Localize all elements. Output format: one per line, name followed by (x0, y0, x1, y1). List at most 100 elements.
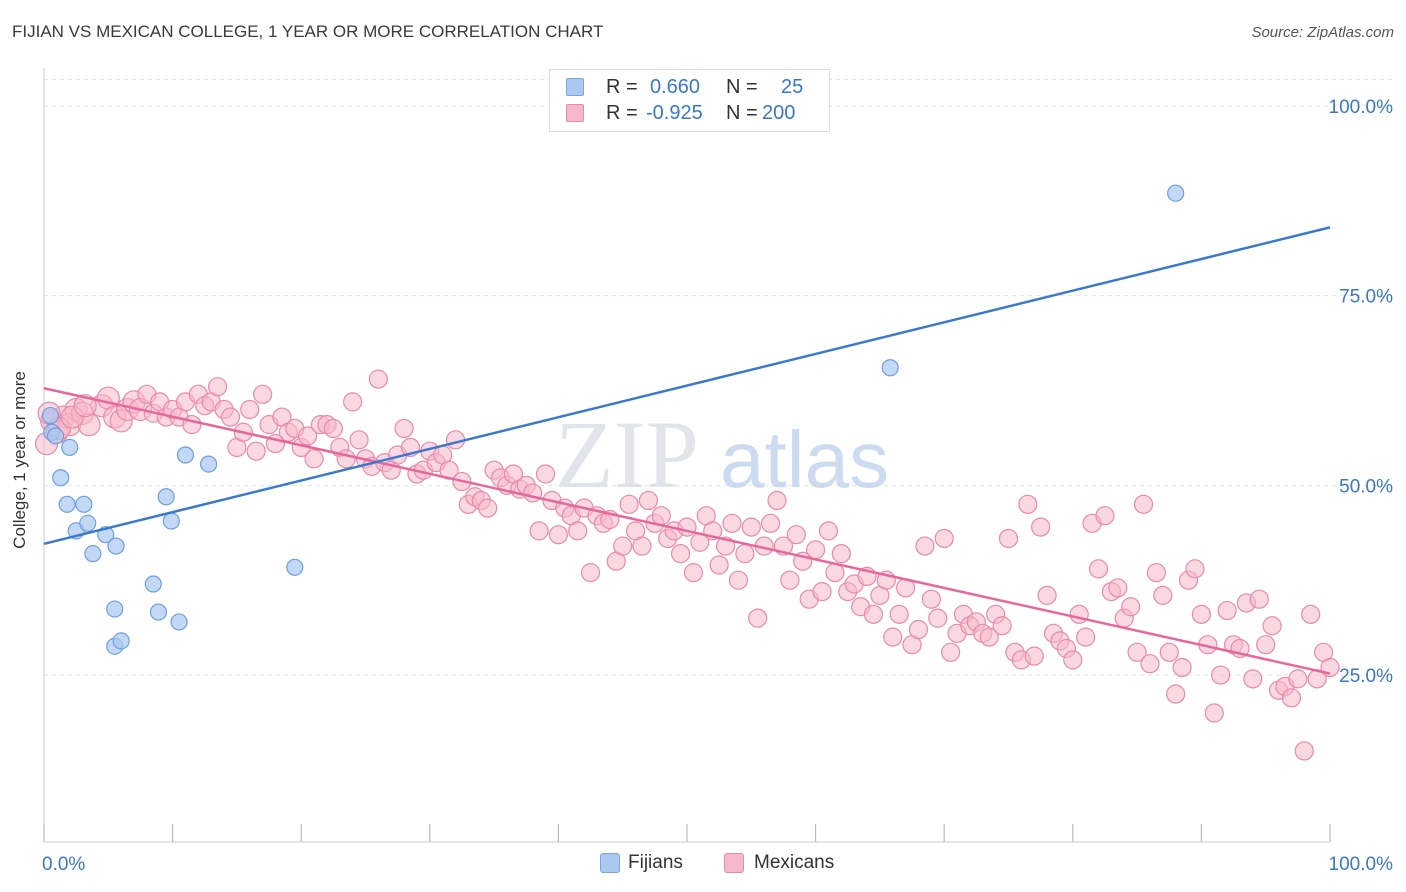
mexicans-point (1294, 741, 1314, 761)
mexicans-point (1088, 559, 1109, 579)
mexicans-point (805, 540, 826, 560)
mexicans-point (1076, 627, 1096, 647)
fijians-point (52, 469, 70, 487)
mexicans-point (934, 528, 954, 549)
fijians-swatch (600, 853, 620, 873)
mexicans-point (220, 407, 241, 427)
mexicans-point (1018, 494, 1038, 514)
mexicans-point (1301, 604, 1321, 624)
mexicans-point (1140, 654, 1160, 674)
mexicans-point (619, 494, 639, 514)
mexicans-point (1166, 684, 1186, 704)
mexicans-point (992, 616, 1012, 636)
fijians-point (1167, 184, 1185, 202)
legend-mexicans-label: Mexicans (754, 852, 835, 873)
mexicans-point (670, 544, 691, 564)
mexicans-point (883, 627, 903, 647)
mexicans-point (638, 490, 659, 511)
mexicans-point (863, 604, 884, 624)
fijians-point (112, 632, 130, 650)
mexicans-point (1069, 604, 1089, 624)
mexicans-point (889, 604, 909, 624)
source-label: Source: ZipAtlas.com (1251, 24, 1394, 41)
n-label: N = (726, 102, 758, 124)
mexicans-point (1153, 585, 1173, 605)
mexicans-point (1133, 494, 1154, 514)
mexicans-point (478, 498, 498, 518)
fijians-trend-line (43, 226, 1331, 545)
mexicans-point (921, 589, 941, 609)
trend-lines (43, 226, 1331, 675)
mexicans-point (323, 418, 343, 439)
mexicans-point (818, 521, 839, 541)
mexicans-point (979, 627, 999, 647)
fijians-point (75, 495, 93, 513)
fijians-point (149, 603, 168, 621)
mexicans-point (182, 415, 202, 435)
mexicans-point (831, 544, 851, 564)
mexicans-point (1262, 616, 1282, 636)
mexicans-point (1063, 650, 1083, 670)
fijians-point (286, 558, 304, 576)
mexicans-point (304, 449, 324, 469)
mexicans-point (941, 642, 961, 662)
mexicans-point (1204, 703, 1224, 723)
mexicans-point (748, 608, 768, 628)
fijians-point (41, 406, 60, 425)
mexicans-point (786, 525, 806, 545)
mexicans-point (253, 384, 273, 404)
mexicans-point (1037, 585, 1057, 605)
axes (43, 68, 1331, 843)
legend-fijians-label: Fijians (628, 852, 683, 873)
fijians-points (41, 184, 1185, 655)
fijians-point (84, 545, 102, 563)
r-label: R = (606, 76, 638, 98)
mexicans-point (760, 513, 781, 533)
fijians-point (79, 514, 97, 532)
mexicans-point (568, 521, 588, 541)
fijians-point (61, 438, 79, 457)
fijians-point (144, 575, 162, 593)
mexicans-point (928, 608, 948, 628)
watermark-atlas: atlas (720, 415, 889, 504)
mexicans-point (298, 426, 318, 446)
mexicans-point (1256, 635, 1276, 655)
chart-title: FIJIAN VS MEXICAN COLLEGE, 1 YEAR OR MOR… (12, 22, 604, 41)
mexicans-point (908, 619, 929, 640)
fijians-point (58, 495, 76, 513)
mexicans-point (1031, 517, 1051, 537)
r-value: -0.925 (646, 102, 703, 124)
mexicans-point (1127, 642, 1147, 662)
correlation-legend: R = 0.660 N = 25 R = -0.925 N = 200 (549, 69, 830, 132)
fijians-point (157, 488, 175, 506)
mexicans-point (336, 449, 356, 469)
mexicans-point (1281, 688, 1302, 708)
mexicans-point (728, 570, 749, 590)
mexicans-point (1172, 657, 1192, 678)
fijians-point (176, 446, 195, 464)
tick-labels: 25.0% 50.0% 75.0% 100.0% 0.0% 100.0% (42, 97, 1393, 875)
mexicans-point (780, 570, 800, 590)
mexicans-point (767, 490, 787, 511)
fijians-point (106, 600, 124, 618)
r-value: 0.660 (650, 76, 701, 98)
fijians-swatch (566, 78, 584, 96)
mexicans-point (208, 377, 228, 397)
fijians-point (46, 427, 65, 445)
mexicans-point (343, 392, 363, 412)
mexicans-point (1249, 589, 1269, 609)
fijians-point (881, 359, 899, 377)
mexicans-swatch (566, 104, 584, 122)
n-label: N = (726, 76, 758, 98)
fijians-point (200, 455, 218, 473)
mexicans-point (1288, 669, 1308, 689)
mexicans-trend-line (43, 387, 1331, 675)
mexicans-point (651, 506, 671, 526)
mexicans-point (368, 369, 388, 389)
mexicans-point (1121, 597, 1141, 617)
mexicans-point (73, 394, 97, 418)
mexicans-point (915, 536, 935, 556)
mexicans-point (722, 513, 742, 533)
mexicans-point (1211, 665, 1231, 685)
